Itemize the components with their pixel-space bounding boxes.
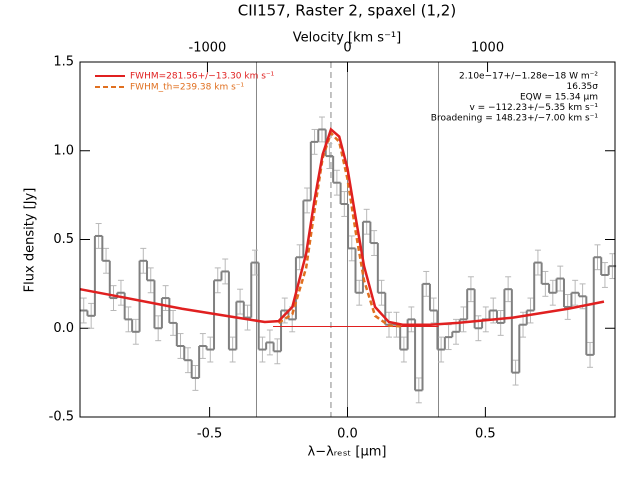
chart-title: CII157, Raster 2, spaxel (1,2): [238, 2, 456, 20]
legend-label: FWHM=281.56+/−13.30 km s⁻¹: [130, 72, 275, 82]
x2-axis-label: Velocity [km s⁻¹]: [293, 31, 401, 46]
fit-line: [79, 127, 605, 326]
annotation: v = −112.23+/−5.35 km s⁻¹: [469, 103, 598, 113]
y-tick-label: 1.5: [53, 55, 74, 70]
x2-tick-label: 0: [343, 41, 351, 56]
y-tick-label: 0.0: [53, 321, 74, 336]
y-tick-label: 1.0: [53, 143, 74, 158]
legend-label: FWHM_th=239.38 km s⁻¹: [130, 83, 245, 93]
x2-tick-label: -1000: [189, 41, 227, 56]
annotation: Broadening = 148.23+/−7.00 km s⁻¹: [431, 114, 599, 124]
plot-frame: [79, 61, 616, 418]
x-tick-label: 0.5: [475, 427, 496, 442]
x2-tick-label: 1000: [471, 41, 504, 56]
x-tick-label: 0.0: [337, 427, 358, 442]
x-tick-label: -0.5: [197, 427, 222, 442]
annotation: EQW = 15.34 μm: [520, 93, 598, 103]
x-axis-label: λ−λᵣₑₛₜ [μm]: [308, 445, 387, 460]
annotation: 2.10e−17+/−1.28e−18 W m⁻²: [459, 72, 598, 82]
annotation: 16.35σ: [567, 82, 599, 92]
y-axis-label: Flux density [Jy]: [23, 188, 38, 293]
y-tick-label: -0.5: [49, 410, 74, 425]
fit-line: [277, 130, 403, 328]
y-tick-label: 0.5: [53, 232, 74, 247]
